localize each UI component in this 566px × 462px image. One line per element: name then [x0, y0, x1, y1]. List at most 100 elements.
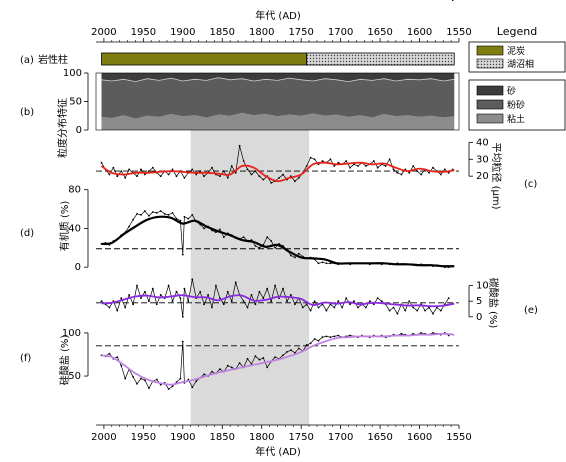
legend-label-peat: 泥炭	[507, 46, 525, 57]
carbonate-raw-point	[432, 312, 434, 315]
legend-swatch-silt	[476, 99, 504, 110]
grain-size-raw-point	[432, 166, 434, 169]
silicate-raw-point	[181, 340, 184, 343]
carbonate-raw-point	[250, 294, 253, 296]
panel-b-y-tick-label: 100	[63, 68, 82, 79]
legend-label-clay: 粘土	[507, 113, 525, 125]
grain-size-raw-point	[329, 158, 332, 161]
carbonate-raw-point	[100, 300, 103, 303]
grain-size-raw-point	[412, 165, 415, 167]
grain-size-raw-point	[144, 173, 146, 176]
grain-size-raw-point	[100, 161, 103, 164]
grain-size-raw-point	[191, 168, 194, 171]
carbonate-raw-point	[179, 297, 182, 299]
grain-size-raw-point	[270, 182, 273, 184]
organic-matter-raw-point	[258, 246, 261, 249]
silicate-raw-point	[309, 342, 312, 345]
carbonate-raw-point	[301, 306, 304, 309]
silt-area	[101, 77, 455, 119]
panel-c-ylabel: 平均粒径 (μm)	[490, 142, 503, 209]
grain-size-raw-point	[396, 171, 399, 174]
carbonate-raw-point	[258, 290, 261, 293]
carbonate-raw-point	[203, 303, 206, 306]
grain-size-raw-point	[376, 166, 379, 169]
top-x-tick-label: 2000	[91, 27, 116, 38]
organic-matter-raw-point	[254, 245, 257, 247]
carbonate-raw-point	[128, 294, 131, 296]
silicate-raw-point	[432, 332, 434, 334]
silicate-raw-point	[262, 357, 265, 359]
carbonate-raw-point	[294, 303, 296, 306]
organic-matter-raw-point	[163, 213, 166, 215]
grain-size-raw-point	[282, 173, 284, 176]
top-x-tick-label: 1950	[131, 27, 156, 38]
carbonate-raw-point	[282, 287, 284, 290]
grain-size-raw-point	[140, 168, 142, 171]
carbonate-raw-point	[447, 297, 450, 299]
carbonate-raw-point	[181, 316, 184, 318]
silicate-raw-point	[144, 379, 146, 382]
carbonate-raw-point	[333, 306, 336, 309]
organic-matter-raw-point	[219, 228, 221, 231]
carbonate-raw-point	[222, 303, 225, 306]
silicate-raw-point	[167, 388, 170, 390]
carbonate-raw-point	[230, 300, 233, 303]
clay-area	[101, 112, 455, 130]
carbonate-raw-point	[278, 297, 280, 299]
carbonate-raw-point	[140, 297, 142, 299]
grain-size-raw-point	[124, 177, 127, 179]
carbonate-raw-point	[215, 284, 217, 287]
silicate-raw-point	[329, 336, 332, 339]
silicate-raw-point	[124, 377, 127, 380]
organic-matter-raw-point	[266, 236, 269, 239]
grain-size-raw-point	[167, 173, 170, 176]
carbonate-y-tick-label: 5	[476, 296, 482, 307]
grain-size-raw-point	[345, 160, 348, 162]
silicate-y-tick-label: 100	[62, 328, 81, 339]
panel-b-letter: (b)	[20, 107, 34, 118]
grain-size-raw-point	[420, 173, 422, 176]
silicate-raw-point	[238, 362, 241, 364]
top-x-tick-label: 1900	[170, 27, 195, 38]
carbonate-raw-point	[436, 306, 438, 309]
grain-size-raw-point	[357, 165, 359, 167]
organic-matter-y-tick-label: 0	[75, 262, 81, 273]
organic-matter-raw-point	[215, 231, 217, 234]
silicate-raw-point	[132, 376, 135, 378]
lithology-segment	[101, 52, 308, 66]
legend-title: Legend	[497, 25, 537, 38]
carbonate-raw-point	[116, 309, 119, 312]
carbonate-raw-point	[380, 300, 383, 303]
carbonate-raw-point	[151, 287, 154, 290]
grain-size-raw-point	[136, 175, 138, 178]
organic-matter-raw-point	[144, 210, 146, 212]
grain-size-raw-point	[112, 166, 115, 169]
grain-size-raw-point	[151, 166, 154, 169]
organic-matter-raw-point	[187, 217, 190, 220]
grain-size-raw-point	[219, 175, 221, 178]
silicate-raw-point	[226, 364, 229, 367]
grain-size-raw-point	[238, 144, 241, 147]
bottom-x-tick-label: 1700	[328, 432, 353, 443]
silicate-raw-point	[258, 358, 261, 361]
grain-size-raw-point	[349, 166, 351, 169]
carbonate-raw-point	[246, 306, 249, 309]
carbonate-raw-point	[207, 294, 210, 296]
organic-matter-raw-point	[321, 261, 324, 264]
panel-b-y-tick-label: 50	[69, 97, 82, 108]
carbonate-raw-point	[439, 309, 442, 312]
panel-c-letter: (c)	[524, 179, 537, 190]
carbonate-raw-point	[266, 287, 269, 290]
grain-size-y-tick-label: 40	[476, 137, 489, 148]
organic-matter-raw-point	[290, 254, 292, 257]
silicate-raw-point	[337, 334, 340, 337]
legend-label-silt: 粉砂	[507, 99, 525, 111]
organic-matter-raw-point	[155, 212, 158, 214]
top-x-tick-label: 1750	[288, 27, 313, 38]
carbonate-raw-point	[345, 297, 348, 299]
grain-size-raw-point	[278, 177, 280, 179]
silicate-raw-point	[108, 352, 111, 355]
grain-size-raw-point	[333, 165, 336, 167]
carbonate-raw-point	[136, 284, 138, 287]
